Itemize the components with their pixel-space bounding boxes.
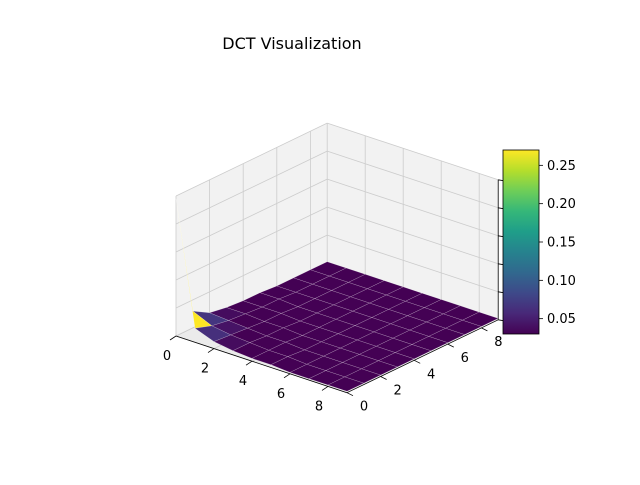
y-tick-mark bbox=[447, 343, 454, 348]
y-tick-label: 2 bbox=[393, 384, 401, 399]
back-grid-line bbox=[327, 150, 499, 209]
x-tick-mark bbox=[207, 348, 215, 353]
surface-patch bbox=[411, 336, 449, 352]
colorbar-gradient bbox=[502, 149, 540, 335]
left-wall-pane bbox=[176, 123, 328, 336]
x-tick-label: 2 bbox=[201, 362, 209, 377]
y-tick-mark bbox=[380, 376, 387, 380]
x-tick-mark bbox=[245, 360, 253, 366]
left-grid-line bbox=[175, 150, 328, 225]
x-tick-mark bbox=[169, 335, 177, 341]
left-grid-line bbox=[175, 234, 328, 309]
chart-title: DCT Visualization bbox=[222, 34, 361, 53]
colorbar: 0.05 0.10 0.15 0.20 0.25 bbox=[502, 149, 576, 335]
colorbar-tick-label: 0.20 bbox=[547, 197, 576, 212]
back-wall-pane bbox=[327, 123, 499, 320]
x-tick-mark bbox=[321, 386, 329, 391]
left-grid-line bbox=[175, 206, 328, 281]
y-tick-label: 4 bbox=[427, 367, 435, 382]
left-grid-line bbox=[175, 122, 328, 197]
colorbar-tick-label: 0.05 bbox=[547, 312, 576, 327]
x-tick-label: 4 bbox=[239, 374, 247, 389]
colorbar-tick-label: 0.15 bbox=[547, 236, 576, 251]
y-tick-label: 6 bbox=[461, 351, 469, 366]
x-tick-mark bbox=[283, 373, 291, 379]
surface-patch bbox=[377, 352, 415, 368]
surface bbox=[175, 198, 499, 392]
back-grid-line bbox=[327, 122, 499, 181]
x-tick-label: 8 bbox=[315, 399, 323, 414]
back-grid-line bbox=[327, 178, 499, 237]
colorbar-tick-label: 0.25 bbox=[547, 159, 576, 174]
y-tick-mark bbox=[346, 392, 354, 397]
x-tick-label: 0 bbox=[163, 349, 171, 364]
left-grid-line bbox=[175, 178, 328, 253]
back-grid-line bbox=[327, 234, 499, 293]
x-axis-line bbox=[175, 335, 348, 394]
y-axis-line bbox=[346, 319, 499, 394]
y-tick-mark bbox=[414, 359, 421, 364]
surface-patch bbox=[394, 344, 432, 360]
y-tick-label: 0 bbox=[360, 400, 368, 415]
surface-patch bbox=[327, 376, 365, 392]
back-grid-line bbox=[327, 206, 499, 265]
colorbar-tick-label: 0.10 bbox=[547, 274, 576, 289]
x-tick-label: 6 bbox=[277, 387, 285, 402]
y-tick-mark bbox=[481, 327, 488, 332]
y-tick-label: 8 bbox=[494, 335, 502, 350]
